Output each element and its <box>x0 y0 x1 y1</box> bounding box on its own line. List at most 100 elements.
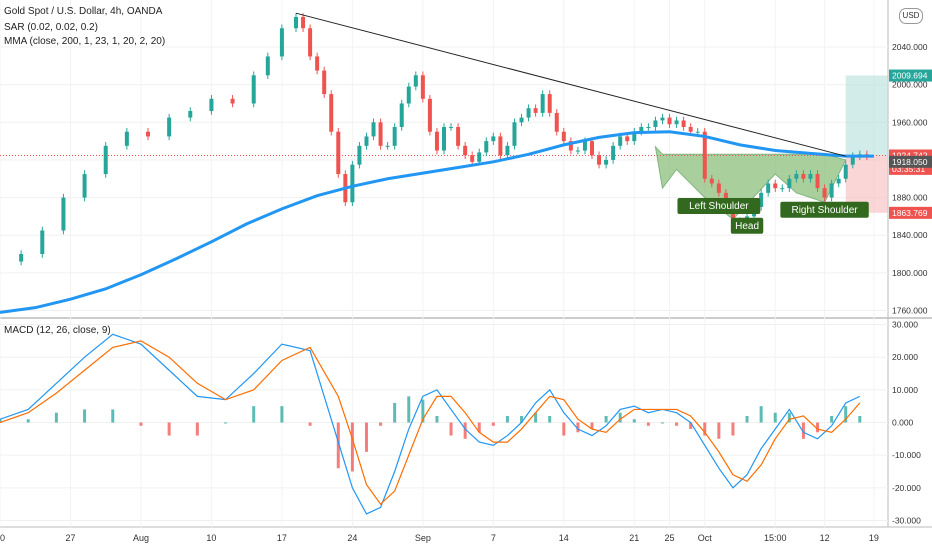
macd-histogram-bar <box>0 419 2 423</box>
candle <box>561 131 566 142</box>
macd-legend[interactable]: MACD (12, 26, close, 9) <box>4 325 111 336</box>
mma-legend[interactable]: MMA (close, 200, 1, 23, 1, 20, 2, 20) <box>4 36 166 47</box>
pattern-label: Left Shoulder <box>689 201 749 212</box>
time-tick-label: 19 <box>869 533 879 543</box>
candle <box>378 122 383 146</box>
candle <box>773 183 778 189</box>
pattern-label: Right Shoulder <box>791 205 858 216</box>
sar-legend[interactable]: SAR (0.02, 0.02, 0.2) <box>4 22 98 33</box>
macd-tick-label: 0.000 <box>892 418 914 428</box>
candle <box>660 117 665 121</box>
candle <box>780 188 785 190</box>
time-tick-label: 27 <box>65 533 75 543</box>
resistance-trendline <box>295 12 846 157</box>
candle <box>568 141 573 151</box>
candle <box>611 145 616 160</box>
price-tag <box>889 155 932 168</box>
candle <box>350 164 355 203</box>
candle <box>843 164 848 179</box>
time-tick-label: 14 <box>559 533 569 543</box>
price-tag-label: 2009.694 <box>892 71 928 81</box>
candle <box>61 197 66 231</box>
macd-histogram-bar <box>787 412 791 423</box>
candle <box>124 131 129 146</box>
time-tick-label: 7 <box>491 533 496 543</box>
ma200-line <box>0 130 874 314</box>
candle <box>392 127 397 146</box>
macd-histogram-bar <box>731 422 735 436</box>
time-tick-label: Sep <box>415 533 431 543</box>
candle <box>575 150 580 152</box>
macd-histogram-bar <box>421 399 425 423</box>
pattern-label-box <box>677 198 761 215</box>
macd-histogram-bar <box>280 406 284 423</box>
macd-histogram-bar <box>703 422 707 436</box>
candle <box>674 120 679 125</box>
macd-histogram-bar <box>139 422 143 426</box>
price-tick-label: 1800.000 <box>892 268 928 278</box>
macd-histogram-bar <box>83 409 87 423</box>
price-tick-label: 1840.000 <box>892 230 928 240</box>
macd-histogram-bar <box>590 422 594 430</box>
macd-histogram-bar <box>548 415 552 423</box>
macd-histogram-bar <box>675 422 679 426</box>
candle <box>40 230 45 255</box>
time-tick-label: 21 <box>629 533 639 543</box>
candle <box>279 28 284 57</box>
macd-histogram-bar <box>858 415 862 423</box>
macd-histogram-bar <box>308 422 312 426</box>
candle <box>667 117 672 125</box>
candle <box>146 131 150 137</box>
candle <box>442 127 446 151</box>
macd-histogram-bar <box>505 415 509 423</box>
candle <box>519 117 524 123</box>
macd-histogram-bar <box>252 406 256 423</box>
price-tick-label: 1760.000 <box>892 305 928 315</box>
candle <box>582 141 587 151</box>
macd-histogram-bar <box>111 409 115 423</box>
price-tick-label: 1960.000 <box>892 117 928 127</box>
macd-histogram-bar <box>224 422 228 424</box>
candle <box>540 94 545 113</box>
macd-histogram-bar <box>773 412 777 423</box>
candle <box>322 70 327 95</box>
macd-histogram-bar <box>618 412 622 423</box>
candle <box>625 136 630 142</box>
candle <box>554 112 559 132</box>
candle <box>801 174 806 179</box>
target-zone <box>845 75 888 156</box>
macd-histogram-bar <box>336 422 340 469</box>
time-tick-label: 20 <box>0 533 5 543</box>
candle <box>19 254 24 262</box>
candle <box>618 136 623 146</box>
candle <box>357 145 362 165</box>
candle <box>477 152 482 162</box>
macd-tick-label: -20.000 <box>892 483 921 493</box>
time-tick-label: 24 <box>347 533 357 543</box>
macd-histogram-bar <box>393 402 397 423</box>
candle <box>695 131 700 133</box>
candle <box>484 141 489 153</box>
candle <box>315 56 320 71</box>
macd-tick-label: -30.000 <box>892 515 921 525</box>
candle <box>251 75 256 104</box>
time-tick-label: 25 <box>665 533 675 543</box>
candle <box>829 183 834 198</box>
candle <box>329 94 334 132</box>
macd-line <box>0 333 861 515</box>
candle <box>294 16 298 29</box>
macd-histogram-bar <box>435 415 439 423</box>
macd-histogram-bar <box>477 422 481 433</box>
pattern-label-box <box>730 217 764 234</box>
price-tick-label: 2000.000 <box>892 80 928 90</box>
macd-histogram-bar <box>167 422 171 436</box>
candle <box>639 127 644 132</box>
time-tick-label: 15:00 <box>764 533 787 543</box>
candle <box>604 159 609 165</box>
currency-badge[interactable]: USD <box>899 8 923 24</box>
pattern-label-box <box>780 201 869 218</box>
price-tag-label: 1918.050 <box>892 157 928 167</box>
candle <box>230 98 235 104</box>
